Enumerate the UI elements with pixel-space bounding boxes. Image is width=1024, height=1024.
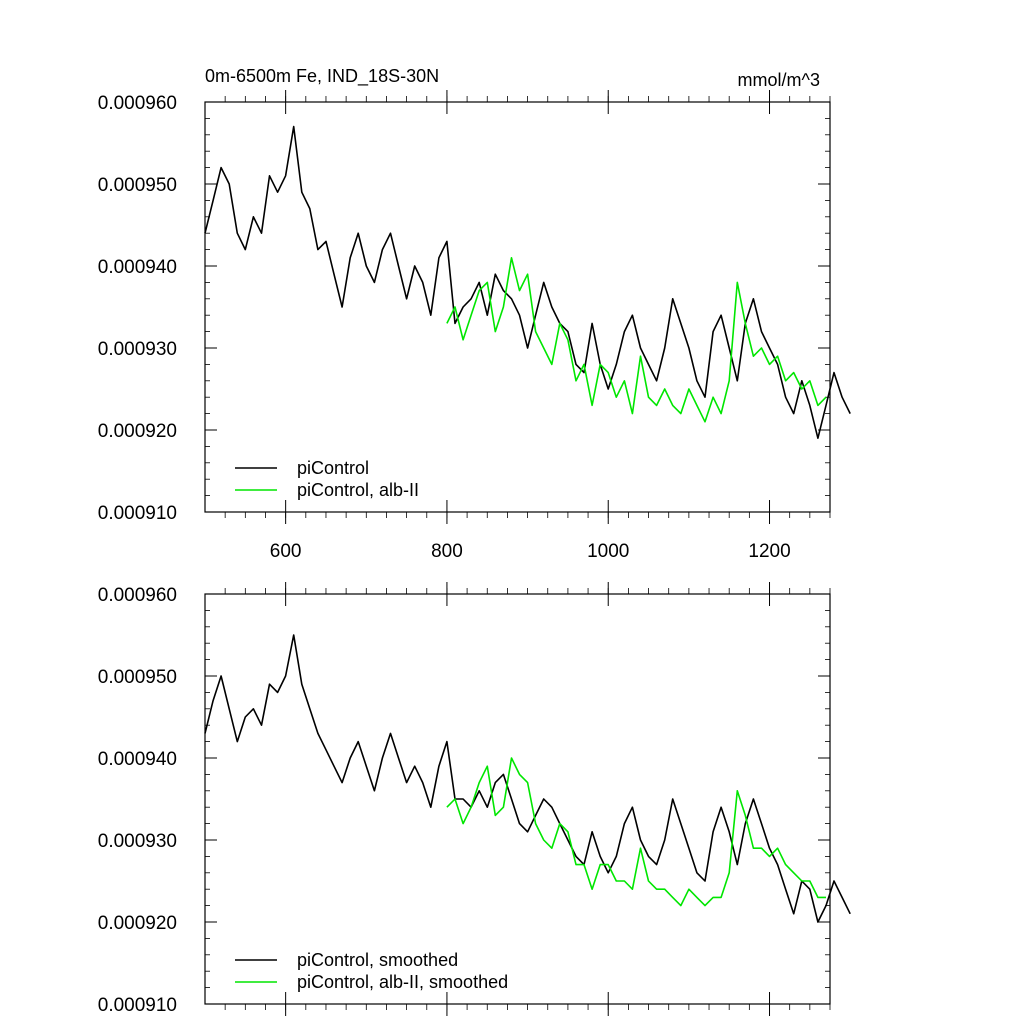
x-tick-label: 800 (431, 541, 463, 562)
legend-label: piControl (297, 458, 369, 478)
units-label: mmol/m^3 (738, 70, 820, 90)
series-line-black (204, 125, 851, 440)
plot-frame (204, 593, 831, 1005)
plot-frame (204, 101, 831, 513)
y-tick-label: 0.000920 (98, 913, 177, 934)
x-tick-label: 1200 (748, 541, 790, 562)
y-tick-label: 0.000930 (98, 339, 177, 360)
legend-label: piControl, alb-II (297, 480, 419, 500)
y-tick-label: 0.000950 (98, 667, 177, 688)
legend-label: piControl, alb-II, smoothed (297, 972, 508, 992)
y-tick-label: 0.000910 (98, 995, 177, 1016)
y-tick-label: 0.000910 (98, 503, 177, 524)
y-tick-label: 0.000940 (98, 749, 177, 770)
top-panel: 0.000910 0.000920 0.000930 0.000940 0.000950… (98, 90, 851, 562)
series-line-green (446, 256, 827, 423)
y-tick-label: 0.000920 (98, 421, 177, 442)
y-tick-label: 0.000960 (98, 93, 177, 114)
series-line-black (204, 634, 851, 923)
chart-title: 0m-6500m Fe, IND_18S-30N (205, 66, 439, 87)
y-tick-label: 0.000940 (98, 257, 177, 278)
y-tick-label: 0.000930 (98, 831, 177, 852)
x-tick-label: 600 (270, 541, 302, 562)
series-line-green (446, 757, 826, 907)
y-tick-label: 0.000950 (98, 175, 177, 196)
y-tick-label: 0.000960 (98, 585, 177, 606)
legend-label: piControl, smoothed (297, 950, 458, 970)
bottom-panel: 0.000910 0.000920 0.000930 0.000940 0.000950… (98, 582, 851, 1016)
x-tick-label: 1000 (587, 541, 629, 562)
